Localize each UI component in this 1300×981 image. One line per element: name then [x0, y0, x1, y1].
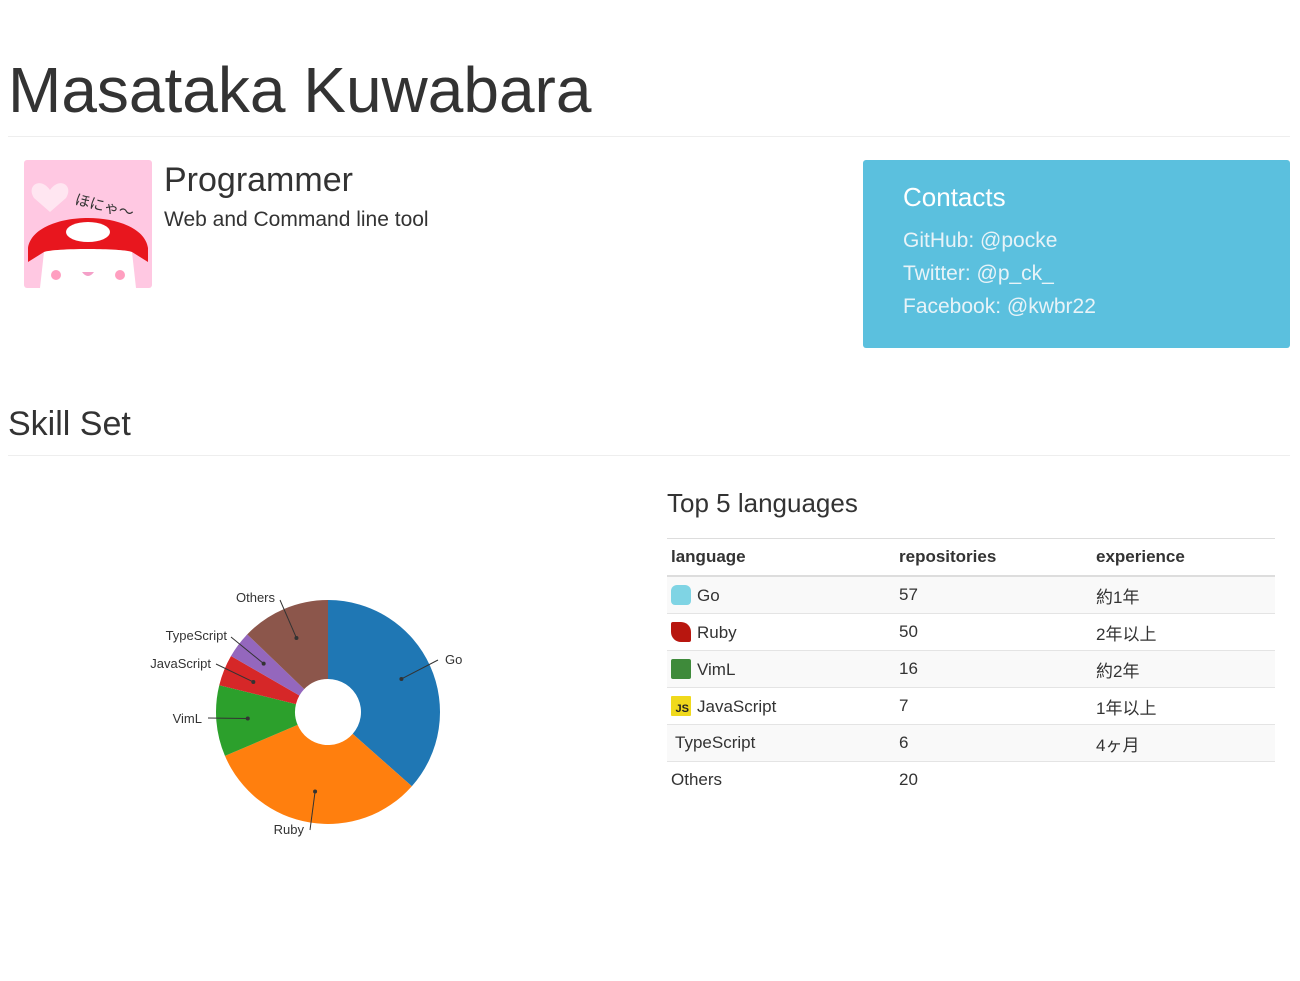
skill-set-heading: Skill Set — [8, 405, 131, 443]
profile-tagline: Web and Command line tool — [164, 208, 429, 231]
contacts-panel: Contacts GitHub: @pocke Twitter: @p_ck_ … — [863, 160, 1290, 348]
character-face — [40, 249, 136, 288]
languages-table: language repositories experience Go 57 約… — [667, 538, 1275, 798]
pie-slice-ruby — [224, 724, 412, 824]
table-row: VimL 16 約2年 — [667, 650, 1275, 688]
table-row: Others 20 — [667, 761, 1275, 798]
cell-experience: 約1年 — [1092, 575, 1275, 614]
cell-repositories: 50 — [895, 613, 1092, 651]
table-row: TypeScript 6 4ヶ月 — [667, 724, 1275, 762]
slice-marker-ruby — [313, 789, 318, 794]
github-link[interactable]: GitHub: @pocke — [903, 229, 1058, 252]
pie-slice-viml — [216, 685, 298, 756]
cap-spot — [66, 222, 110, 242]
pie-slice-go — [328, 600, 440, 787]
profile-role: Programmer — [164, 161, 353, 199]
cell-repositories: 57 — [895, 575, 1092, 614]
cell-repositories: 7 — [895, 687, 1092, 725]
pie-slice-javascript — [219, 656, 300, 705]
language-name: JavaScript — [697, 696, 777, 716]
pie-slice-others — [247, 600, 328, 690]
language-name: Ruby — [697, 622, 737, 642]
leader-line-ruby — [309, 791, 316, 831]
slice-marker-go — [399, 676, 404, 681]
header-divider — [8, 136, 1290, 137]
slice-marker-others — [294, 635, 299, 640]
cell-repositories: 16 — [895, 650, 1092, 688]
table-row: Go 57 約1年 — [667, 575, 1275, 614]
cell-experience: 4ヶ月 — [1092, 724, 1275, 762]
leader-line-go — [401, 659, 439, 680]
table-row: JS JavaScript 7 1年以上 — [667, 687, 1275, 725]
slice-marker-typescript — [261, 661, 266, 666]
page-title: Masataka Kuwabara — [8, 54, 592, 126]
contact-twitter[interactable]: Twitter: @p_ck_ — [903, 257, 1250, 290]
avatar: ほにゃ〜 — [24, 160, 152, 288]
cell-experience: 2年以上 — [1092, 613, 1275, 651]
language-name: Go — [697, 585, 720, 605]
cell-experience — [1092, 761, 1275, 798]
cell-repositories: 6 — [895, 724, 1092, 762]
cell-language: Ruby — [667, 613, 895, 651]
cell-repositories: 20 — [895, 761, 1092, 798]
slice-label-viml: VimL — [173, 711, 202, 726]
top-languages-title: Top 5 languages — [667, 488, 858, 518]
slice-label-javascript: JavaScript — [150, 656, 211, 671]
leader-line-others — [279, 599, 297, 639]
cell-experience: 1年以上 — [1092, 687, 1275, 725]
skill-divider — [8, 455, 1290, 456]
js-icon-text: JS — [675, 702, 689, 715]
cell-language: TypeScript — [667, 724, 895, 762]
cell-language: Others — [667, 761, 895, 798]
left-cheek — [51, 270, 61, 280]
cell-experience: 約2年 — [1092, 650, 1275, 688]
slice-label-others: Others — [236, 590, 276, 605]
javascript-logo-icon: JS — [671, 695, 691, 716]
cell-language: VimL — [667, 650, 895, 688]
header-experience: experience — [1092, 538, 1275, 577]
pie-slice-typescript — [231, 634, 305, 696]
heart-icon — [31, 183, 69, 212]
table-header-row: language repositories experience — [667, 538, 1275, 577]
facebook-link[interactable]: Facebook: @kwbr22 — [903, 295, 1096, 318]
contact-facebook[interactable]: Facebook: @kwbr22 — [903, 290, 1250, 323]
ruby-gem-icon — [671, 621, 691, 642]
cell-language: JS JavaScript — [667, 687, 895, 725]
slice-marker-javascript — [251, 679, 256, 684]
language-name: VimL — [697, 659, 736, 679]
slice-label-go: Go — [445, 652, 462, 667]
table-row: Ruby 50 2年以上 — [667, 613, 1275, 651]
contacts-title: Contacts — [903, 182, 1006, 212]
slice-label-typescript: TypeScript — [166, 628, 228, 643]
leader-line-javascript — [215, 663, 254, 683]
languages-donut-chart: Go Ruby VimL JavaScript TypeScript Others — [150, 590, 462, 837]
header-language: language — [667, 538, 895, 577]
vim-logo-icon — [671, 658, 691, 679]
right-cheek — [115, 270, 125, 280]
mouth — [82, 272, 94, 276]
slice-marker-viml — [245, 716, 250, 721]
twitter-link[interactable]: Twitter: @p_ck_ — [903, 262, 1054, 285]
slice-label-ruby: Ruby — [274, 822, 305, 837]
leader-line-typescript — [230, 636, 264, 665]
cell-language: Go — [667, 575, 895, 614]
go-gopher-icon — [671, 584, 691, 605]
contact-github[interactable]: GitHub: @pocke — [903, 224, 1250, 257]
header-repositories: repositories — [895, 538, 1092, 577]
